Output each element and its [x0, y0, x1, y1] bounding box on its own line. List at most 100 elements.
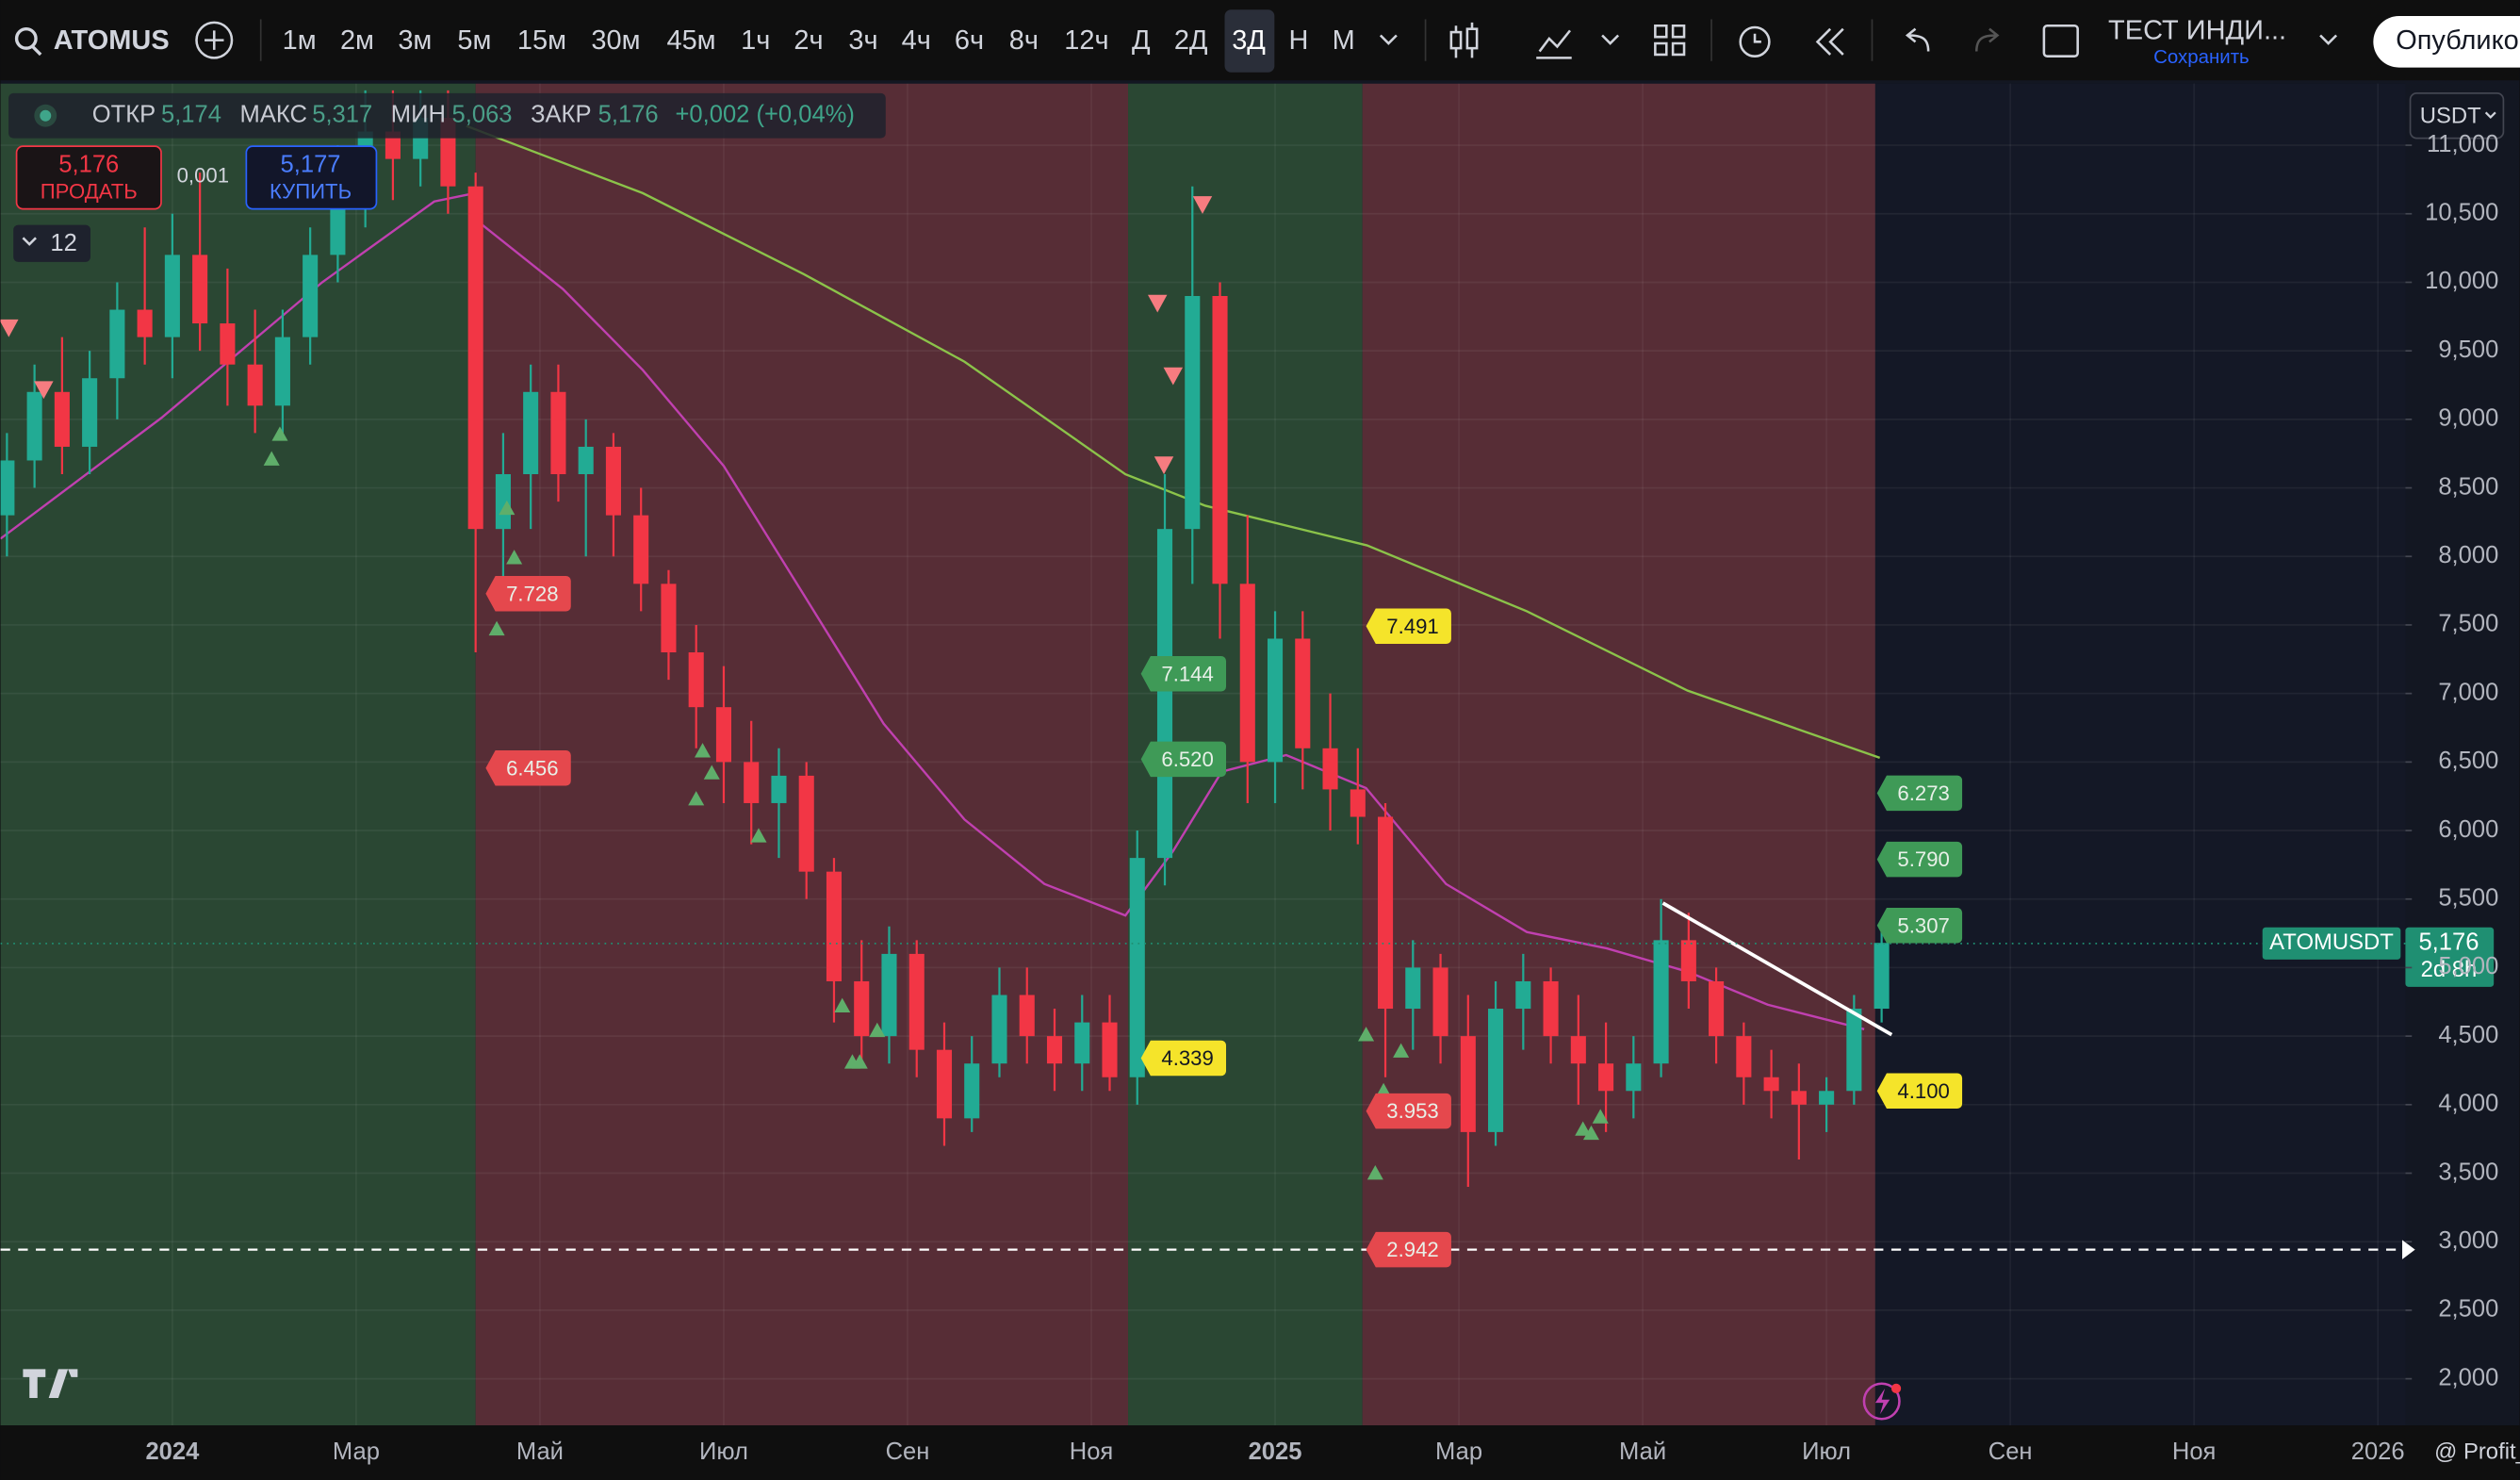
- buy-button[interactable]: [245, 145, 378, 210]
- interval[interactable]: 6ч: [955, 25, 984, 56]
- undo-icon[interactable]: [1905, 27, 1930, 52]
- buy-signal: [1366, 1164, 1383, 1180]
- interval[interactable]: 2м: [340, 25, 374, 56]
- buy-signal: [688, 791, 705, 806]
- x-tick-label: Мар: [333, 1439, 380, 1465]
- interval[interactable]: 5м: [457, 25, 491, 56]
- interval[interactable]: 1ч: [741, 25, 770, 56]
- y-tick-label: 7,500: [2438, 611, 2498, 637]
- interval[interactable]: 8ч: [1009, 25, 1039, 56]
- tv-logo: [23, 1369, 78, 1399]
- layout-menu[interactable]: [2319, 34, 2338, 45]
- candle-body: [991, 995, 1007, 1064]
- interval[interactable]: 4ч: [902, 25, 931, 56]
- publish-button[interactable]: [2373, 16, 2520, 68]
- horizontal-line-arrow: [2402, 1240, 2415, 1259]
- buy-label[interactable]: КУПИТЬ: [270, 179, 352, 203]
- interval[interactable]: 12ч: [1064, 25, 1108, 56]
- intervals: 1м 2м 3м 5м 15м 30м 45м 1ч 2ч 3ч 4ч 6ч 8ч 12ч Д 2Д 3Д Н М: [283, 25, 1355, 56]
- interval[interactable]: 2ч: [794, 25, 823, 56]
- price-label-box: [1366, 608, 1451, 645]
- buy-signal: [869, 1022, 886, 1038]
- interval[interactable]: М: [1333, 25, 1355, 56]
- last-price-box: [2405, 927, 2495, 987]
- layout-name[interactable]: ТЕСТ ИНДИ...: [2108, 16, 2286, 46]
- replay-icon[interactable]: [1815, 27, 1844, 56]
- interval[interactable]: Д: [1132, 25, 1151, 56]
- layout-icon[interactable]: [1654, 24, 1686, 57]
- add-symbol[interactable]: [195, 21, 234, 59]
- save-label[interactable]: Сохранить: [2153, 46, 2250, 68]
- alert-icon[interactable]: [1739, 25, 1771, 58]
- flash-bolt: [1874, 1388, 1890, 1415]
- currency[interactable]: USDT: [2420, 104, 2481, 129]
- y-tick-label: 3,500: [2438, 1159, 2498, 1185]
- x-axis-bg: [0, 1425, 2520, 1480]
- interval[interactable]: 3м: [398, 25, 432, 56]
- candle-body: [1212, 296, 1228, 584]
- indicators-icon[interactable]: [1536, 29, 1572, 59]
- interval-menu[interactable]: [1379, 34, 1398, 45]
- interval[interactable]: Н: [1288, 25, 1308, 56]
- price-label-box: [485, 576, 571, 612]
- search-icon[interactable]: [14, 26, 38, 50]
- candle-body: [1432, 967, 1448, 1037]
- price-label: 6.456: [506, 756, 558, 780]
- currency-button[interactable]: [2409, 92, 2505, 140]
- candle-body: [771, 775, 787, 803]
- candle-body: [605, 446, 621, 516]
- candle-body: [908, 953, 925, 1050]
- buy-signal: [1393, 1043, 1410, 1058]
- candle-body: [1156, 529, 1173, 859]
- candle-body: [137, 309, 153, 337]
- flash-icon[interactable]: [1862, 1382, 1901, 1421]
- price-label-box: [1366, 1093, 1451, 1129]
- symbol[interactable]: ATOMUS: [54, 25, 170, 56]
- sell-price[interactable]: 5,176: [58, 151, 119, 177]
- price-label: 6.520: [1161, 748, 1213, 771]
- x-tick-label: Май: [1619, 1439, 1666, 1465]
- publish-label[interactable]: Опублико: [2396, 25, 2519, 56]
- candle-body: [1102, 1022, 1118, 1077]
- redo-icon[interactable]: [1975, 27, 2000, 52]
- candle-body: [550, 391, 566, 475]
- interval[interactable]: 30м: [591, 25, 640, 56]
- legend-low: 5,063: [452, 101, 513, 127]
- indicators-menu[interactable]: [1601, 34, 1620, 45]
- interval[interactable]: 3ч: [848, 25, 877, 56]
- candle-body: [220, 323, 236, 365]
- candle-body: [688, 652, 704, 708]
- candle-body: [247, 364, 263, 406]
- candle-body: [26, 391, 42, 461]
- sell-label[interactable]: ПРОДАТЬ: [41, 179, 138, 203]
- indicators-toggle[interactable]: [13, 224, 91, 262]
- candle-body: [1185, 296, 1201, 530]
- candle-body: [1763, 1077, 1779, 1092]
- interval[interactable]: 3Д: [1232, 25, 1266, 56]
- interval[interactable]: 15м: [517, 25, 566, 56]
- buy-price[interactable]: 5,177: [281, 151, 341, 177]
- candle-body: [303, 255, 319, 337]
- interval[interactable]: 1м: [283, 25, 317, 56]
- interval[interactable]: 45м: [666, 25, 715, 56]
- price-label: 6.273: [1897, 781, 1949, 805]
- buy-signal: [1358, 1027, 1375, 1042]
- y-tick-label: 9,000: [2438, 405, 2498, 432]
- y-tick-label: 5,500: [2438, 884, 2498, 911]
- layout-square[interactable]: [2042, 24, 2079, 58]
- sell-button[interactable]: [15, 145, 162, 210]
- candle-body: [1046, 1036, 1063, 1064]
- candle-body: [1378, 816, 1394, 1010]
- price-label-box: [1876, 841, 1963, 878]
- candle-body: [467, 186, 483, 530]
- sell-signal: [1147, 294, 1168, 313]
- indicators-count[interactable]: 12: [50, 230, 76, 256]
- candle-body: [826, 871, 843, 981]
- candle-body: [495, 474, 511, 530]
- legend-open: 5,174: [161, 101, 221, 127]
- interval[interactable]: 2Д: [1174, 25, 1208, 56]
- candle-body: [109, 309, 125, 379]
- candle-body: [1239, 584, 1255, 763]
- x-tick-label: 2024: [145, 1439, 200, 1465]
